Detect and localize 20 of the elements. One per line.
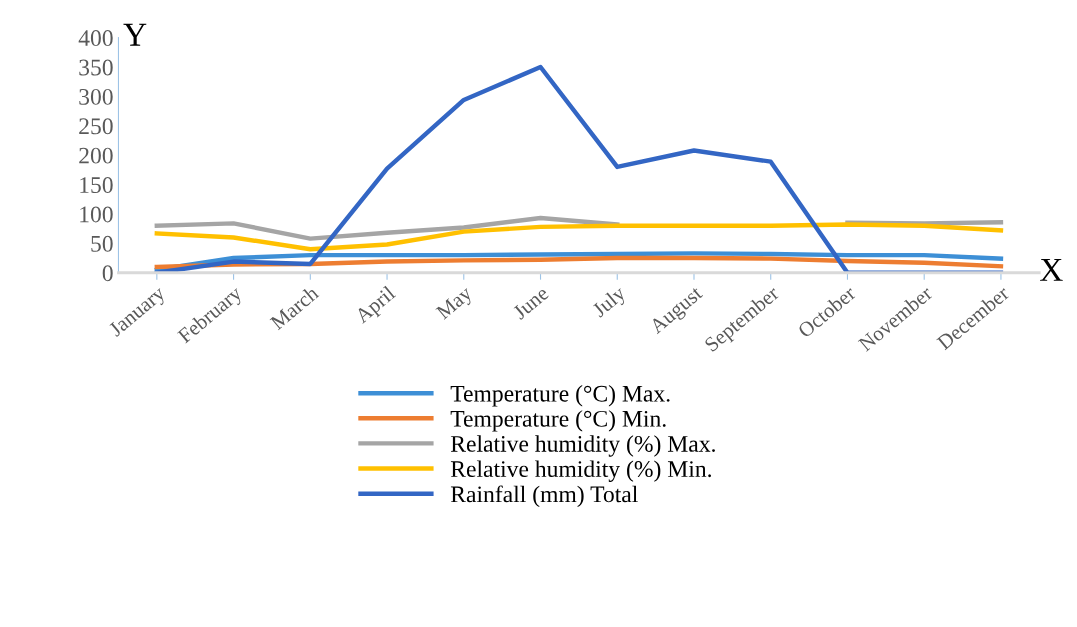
- y-tick-label: 400: [78, 30, 113, 47]
- y-tick-label: 100: [80, 206, 113, 223]
- legend-label: Rainfall (mm) Total: [450, 485, 638, 508]
- legend-label: Temperature (°C) Max.: [450, 385, 670, 407]
- y-tick-label: 150: [80, 177, 113, 193]
- x-tick-label: June: [512, 285, 550, 321]
- x-tick-label: May: [435, 285, 476, 324]
- y-tick-label: 350: [79, 59, 113, 76]
- y-tick-label: 50: [91, 235, 113, 252]
- x-tick-label: July: [590, 284, 630, 322]
- y-tick-label: 200: [79, 147, 113, 164]
- legend-label: Relative humidity (%) Min.: [450, 460, 711, 482]
- y-axis-title: Y: [123, 23, 147, 46]
- x-axis-title: X: [1040, 258, 1063, 281]
- y-tick-label: 300: [79, 88, 113, 105]
- legend-label: Relative humidity (%) Max.: [450, 435, 715, 457]
- y-tick-label: 250: [79, 118, 113, 135]
- legend-label: Temperature (°C) Min.: [450, 410, 666, 432]
- y-tick-label: 0: [102, 265, 113, 282]
- line-series: [154, 222, 1004, 252]
